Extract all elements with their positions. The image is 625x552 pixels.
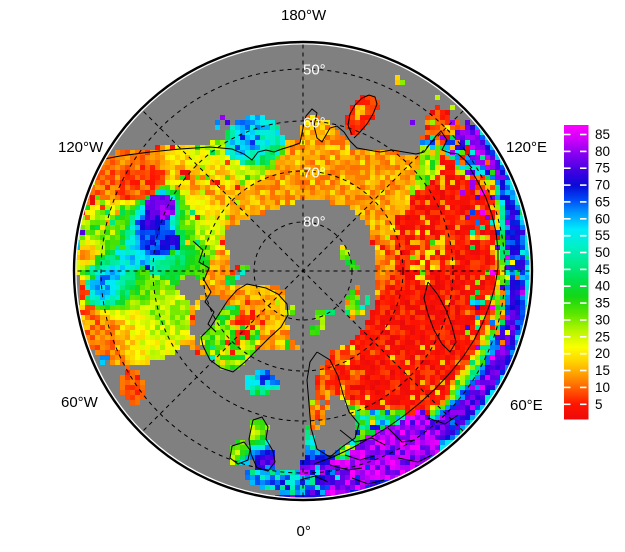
svg-text:55: 55 [595, 228, 610, 243]
svg-text:70: 70 [595, 178, 610, 193]
svg-text:80: 80 [595, 144, 610, 159]
svg-text:15: 15 [595, 363, 610, 378]
svg-text:35: 35 [595, 296, 610, 311]
svg-text:60: 60 [595, 211, 610, 226]
svg-text:25: 25 [595, 329, 610, 344]
svg-text:120°E: 120°E [506, 139, 547, 156]
svg-text:50°: 50° [303, 62, 326, 79]
svg-text:0°: 0° [297, 523, 311, 540]
svg-text:75: 75 [595, 161, 610, 176]
svg-text:5: 5 [595, 397, 603, 412]
svg-text:180°W: 180°W [281, 7, 327, 24]
svg-text:65: 65 [595, 194, 610, 209]
svg-text:60°E: 60°E [510, 397, 543, 414]
svg-text:10: 10 [595, 380, 610, 395]
svg-text:30: 30 [595, 313, 610, 328]
svg-text:120°W: 120°W [58, 139, 104, 156]
svg-text:40: 40 [595, 279, 610, 294]
svg-text:50: 50 [595, 245, 610, 260]
svg-text:20: 20 [595, 346, 610, 361]
svg-text:70°: 70° [303, 165, 326, 182]
svg-text:85: 85 [595, 127, 610, 142]
svg-text:60°W: 60°W [61, 394, 99, 411]
svg-text:45: 45 [595, 262, 610, 277]
svg-text:80°: 80° [303, 214, 326, 231]
svg-text:60°: 60° [303, 115, 326, 132]
